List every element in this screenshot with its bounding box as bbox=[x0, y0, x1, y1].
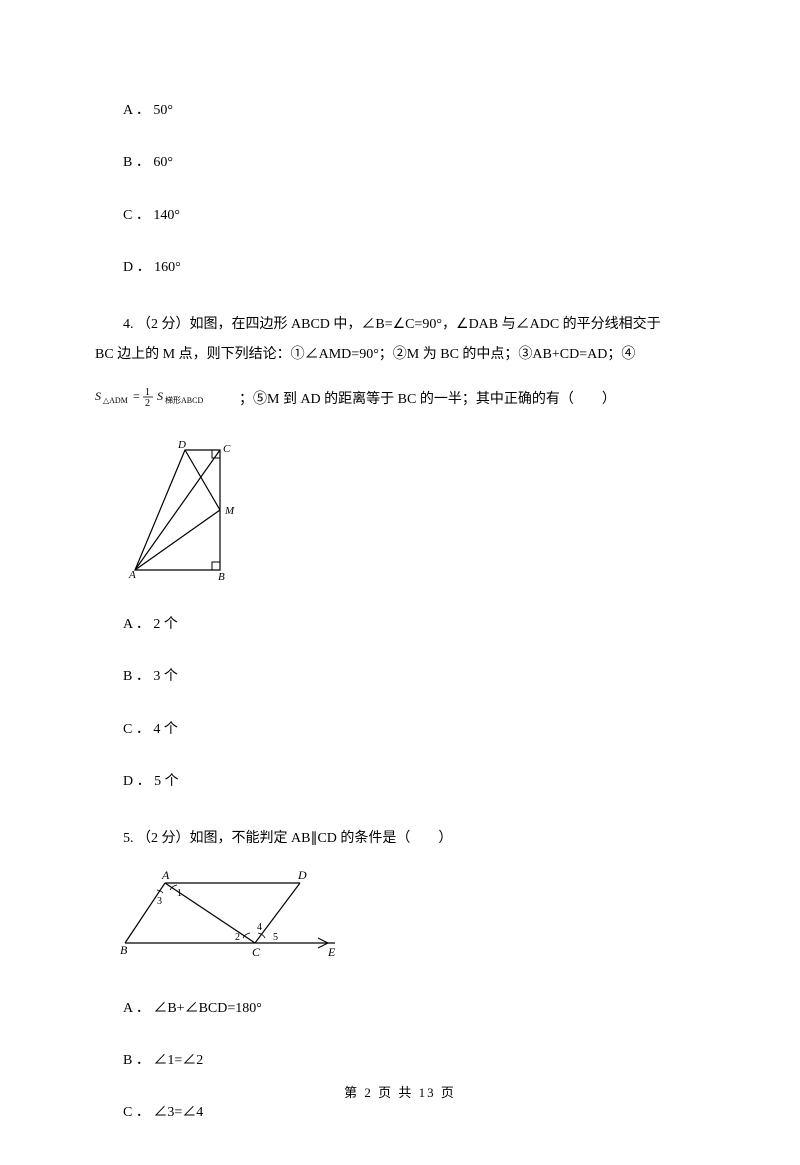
q5-diagram: A B C D E 1 3 2 4 5 bbox=[115, 868, 705, 971]
q4-option-c: C ． 4 个 bbox=[95, 719, 705, 741]
svg-text:2: 2 bbox=[235, 932, 240, 943]
svg-text:△ADM: △ADM bbox=[103, 396, 128, 405]
q4-option-d: D ． 5 个 bbox=[95, 771, 705, 793]
svg-text:D: D bbox=[297, 868, 307, 882]
page-footer: 第 2 页 共 13 页 bbox=[0, 1083, 800, 1104]
svg-text:3: 3 bbox=[157, 896, 162, 907]
q4-formula-text: ；⑤M 到 AD 的距离等于 BC 的一半；其中正确的有（ ） bbox=[239, 389, 616, 411]
svg-text:5: 5 bbox=[273, 932, 278, 943]
svg-text:A: A bbox=[161, 868, 170, 882]
q3-option-b: B ． 60° bbox=[95, 152, 705, 174]
q5-option-b: B ． ∠1=∠2 bbox=[95, 1050, 705, 1072]
svg-text:1: 1 bbox=[145, 387, 150, 398]
svg-text:B: B bbox=[218, 571, 225, 580]
svg-text:D: D bbox=[177, 440, 186, 451]
q3-option-d: D ． 160° bbox=[95, 257, 705, 279]
svg-text:S: S bbox=[95, 389, 101, 403]
q4-option-b: B ． 3 个 bbox=[95, 666, 705, 688]
svg-text:S: S bbox=[157, 389, 163, 403]
svg-text:C: C bbox=[252, 945, 261, 959]
q4-text-line2: BC 边上的 M 点，则下列结论：①∠AMD=90°；②M 为 BC 的中点；③… bbox=[95, 340, 705, 371]
svg-text:2: 2 bbox=[145, 398, 150, 407]
svg-text:B: B bbox=[120, 943, 128, 957]
svg-text:1: 1 bbox=[177, 888, 182, 899]
q5-option-a: A ． ∠B+∠BCD=180° bbox=[95, 998, 705, 1020]
q3-option-a: A ． 50° bbox=[95, 100, 705, 122]
svg-text:C: C bbox=[223, 443, 231, 455]
q4-text-line1: 4. （2 分）如图，在四边形 ABCD 中，∠B=∠C=90°，∠DAB 与∠… bbox=[95, 310, 705, 341]
svg-text:A: A bbox=[128, 569, 136, 580]
formula-sadm-icon: S △ADM = 1 2 S 梯形ABCD bbox=[95, 385, 235, 415]
q5-option-c: C ． ∠3=∠4 bbox=[95, 1102, 705, 1124]
svg-text:=: = bbox=[133, 389, 140, 403]
svg-text:M: M bbox=[224, 505, 235, 517]
q5-text: 5. （2 分）如图，不能判定 AB∥CD 的条件是（ ） bbox=[95, 824, 705, 855]
svg-text:梯形ABCD: 梯形ABCD bbox=[165, 395, 203, 405]
q4-option-a: A ． 2 个 bbox=[95, 614, 705, 636]
q3-option-c: C ． 140° bbox=[95, 205, 705, 227]
svg-text:4: 4 bbox=[257, 922, 262, 933]
q4-diagram: A B C D M bbox=[125, 440, 705, 588]
q4-formula-line: S △ADM = 1 2 S 梯形ABCD ；⑤M 到 AD 的距离等于 BC … bbox=[95, 385, 705, 415]
svg-text:E: E bbox=[327, 945, 336, 959]
